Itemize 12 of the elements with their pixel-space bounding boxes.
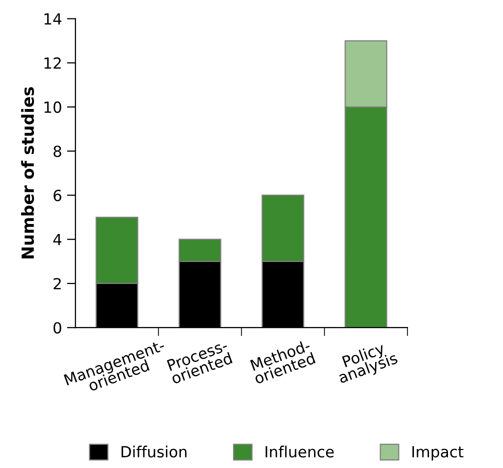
y-axis-title: Number of studies <box>21 87 34 258</box>
y-tick-label: 2 <box>54 278 61 290</box>
y-tick-label: 6 <box>54 190 62 202</box>
y-tick-label: 12 <box>44 57 61 69</box>
legend-label: Diffusion <box>122 446 186 458</box>
y-tick-label: 10 <box>44 101 62 113</box>
y-tick-label: 8 <box>54 146 62 158</box>
y-tick-label: 14 <box>44 13 62 25</box>
legend-label: Influence <box>266 446 334 458</box>
y-tick-label: 0 <box>54 322 62 334</box>
legend-label: Impact <box>412 446 464 460</box>
y-tick-label: 4 <box>53 234 62 246</box>
